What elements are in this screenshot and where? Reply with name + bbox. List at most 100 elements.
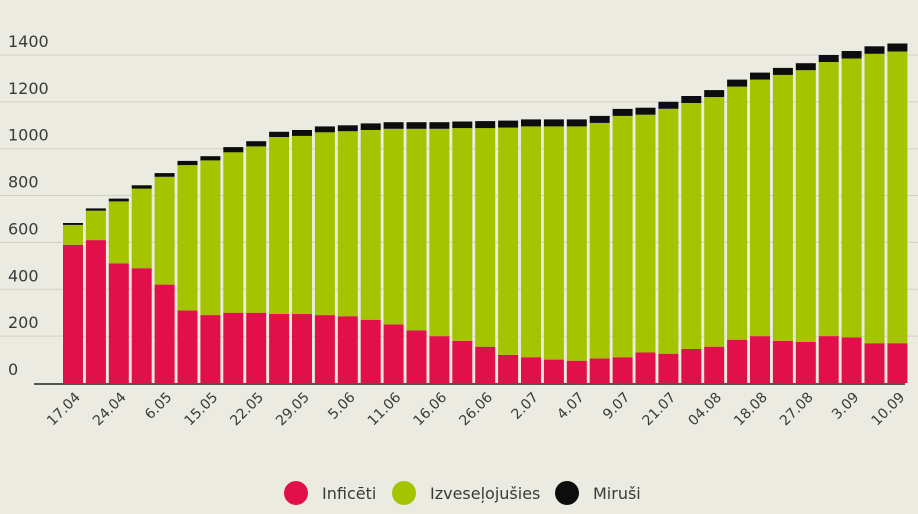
x-tick-label: 3.09: [829, 390, 862, 423]
bar-segment-izveselojusies: [704, 97, 725, 347]
bar-segment-inficeti: [498, 354, 519, 383]
bar-segment-inficeti: [841, 337, 862, 383]
bar-segment-inficeti: [269, 313, 290, 383]
bar-segment-mirusi: [475, 121, 496, 129]
bar-segment-inficeti: [727, 339, 748, 383]
bar-segment-inficeti: [383, 324, 404, 383]
bar-segment-inficeti: [681, 349, 702, 383]
bar-segment-inficeti: [635, 352, 656, 383]
x-tick-label: 04.08: [685, 390, 725, 430]
bar-segment-inficeti: [887, 343, 908, 383]
y-tick-label: 1400: [8, 32, 49, 51]
bar-segment-inficeti: [292, 313, 312, 383]
bar-segment-izveselojusies: [383, 128, 404, 325]
bar-segment-izveselojusies: [406, 128, 427, 331]
y-tick-label: 200: [8, 313, 39, 332]
x-tick-label: 4.07: [554, 390, 587, 423]
bar-segment-inficeti: [108, 263, 129, 383]
bar-segment-izveselojusies: [795, 70, 816, 342]
bar-segment-mirusi: [406, 122, 427, 129]
x-tick-label: 11.06: [365, 389, 405, 429]
x-tick-label: 10.09: [869, 390, 909, 430]
legend-swatch: [392, 481, 416, 505]
y-tick-label: 1200: [8, 79, 49, 98]
bar-segment-izveselojusies: [818, 62, 839, 337]
bar-segment-inficeti: [246, 312, 267, 383]
bar-segment-inficeti: [452, 340, 473, 383]
y-tick-label: 400: [8, 266, 39, 285]
bar-segment-izveselojusies: [475, 128, 496, 347]
bar-segment-inficeti: [406, 330, 427, 383]
x-tick-label: 21.07: [640, 390, 680, 430]
bar-segment-mirusi: [635, 107, 656, 115]
bar-segment-inficeti: [704, 346, 725, 383]
bar-segment-inficeti: [314, 315, 335, 383]
bar-segment-mirusi: [452, 121, 473, 129]
bar-segment-izveselojusies: [269, 137, 290, 314]
x-tick-label: 27.08: [777, 390, 817, 430]
bar-segment-inficeti: [772, 340, 793, 383]
bar-segment-mirusi: [772, 67, 793, 75]
bar-segment-mirusi: [681, 96, 702, 103]
bar-segment-izveselojusies: [63, 224, 83, 245]
bar-segment-mirusi: [658, 101, 679, 109]
x-tick-label: 6.05: [142, 390, 175, 423]
x-tick-label: 5.06: [325, 389, 358, 422]
bar-segment-izveselojusies: [360, 130, 381, 320]
bar-segment-mirusi: [818, 55, 839, 62]
x-tick-label: 22.05: [227, 390, 267, 430]
legend-swatch: [555, 481, 579, 505]
bar-segment-mirusi: [314, 126, 335, 133]
bar-segment-mirusi: [292, 130, 312, 136]
bar-segment-izveselojusies: [566, 126, 587, 361]
legend-swatch: [284, 481, 308, 505]
bar-segment-mirusi: [841, 51, 862, 59]
bar-segment-izveselojusies: [681, 103, 702, 349]
bar-segment-inficeti: [612, 357, 633, 383]
x-tick-label: 17.04: [44, 389, 84, 429]
bar-segment-mirusi: [498, 120, 519, 128]
x-tick-label: 9.07: [600, 390, 633, 423]
bar-segment-mirusi: [566, 119, 587, 127]
bar-segment-inficeti: [543, 359, 564, 383]
bar-segment-inficeti: [85, 240, 106, 383]
bar-segment-inficeti: [154, 284, 175, 383]
bar-segment-mirusi: [795, 63, 816, 71]
bar-segment-inficeti: [360, 319, 381, 383]
bar-segment-izveselojusies: [635, 114, 656, 353]
bar-segment-izveselojusies: [246, 146, 267, 313]
x-tick-label: 24.04: [90, 389, 130, 429]
bar-segment-mirusi: [337, 125, 358, 132]
bar-segment-izveselojusies: [727, 86, 748, 340]
legend: Inficēti Izveseļojušies Miruši: [284, 481, 641, 505]
y-axis-ticks: 0 200 400 600 800 1000 1200 1400: [8, 32, 49, 379]
bar-segment-inficeti: [429, 336, 450, 383]
bar-segment-inficeti: [795, 342, 816, 383]
bar-segment-mirusi: [612, 108, 633, 116]
bar-segment-mirusi: [154, 173, 175, 177]
bar-segment-inficeti: [521, 357, 541, 383]
bar-segment-izveselojusies: [200, 160, 221, 315]
bar-segment-mirusi: [383, 122, 404, 129]
bar-segment-izveselojusies: [429, 128, 450, 337]
legend-label: Inficēti: [322, 484, 376, 503]
x-tick-label: 29.05: [273, 390, 313, 430]
x-tick-label: 2.07: [508, 390, 541, 423]
x-axis-ticks: 17.04 24.04 6.05 15.05 22.05 29.05 5.06 11.06 16…: [44, 389, 908, 429]
legend-label: Izveseļojušies: [430, 484, 540, 503]
bar-segment-mirusi: [887, 43, 908, 52]
bar-segment-mirusi: [704, 90, 725, 98]
bar-segment-izveselojusies: [177, 165, 198, 311]
bar-segment-inficeti: [864, 343, 885, 383]
bar-segment-izveselojusies: [131, 188, 152, 269]
bar-segment-mirusi: [108, 198, 129, 202]
bar-segment-izveselojusies: [589, 122, 610, 359]
bars: [63, 43, 908, 383]
bar-segment-mirusi: [177, 160, 198, 166]
bar-segment-mirusi: [543, 119, 564, 127]
bar-segment-izveselojusies: [452, 128, 473, 341]
bar-segment-mirusi: [223, 147, 244, 153]
bar-segment-izveselojusies: [223, 152, 244, 313]
